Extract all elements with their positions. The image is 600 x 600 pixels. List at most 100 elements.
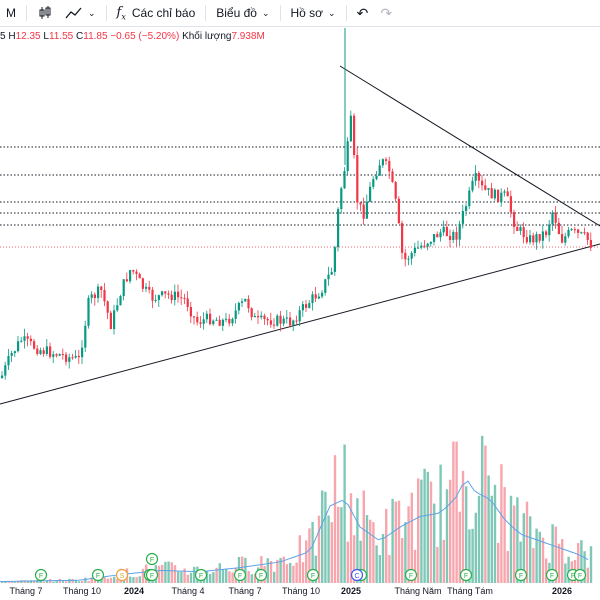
- volume-bar: [343, 444, 346, 583]
- volume-bar: [413, 549, 417, 583]
- candle-body: [522, 227, 525, 238]
- candle-body: [196, 316, 199, 323]
- volume-bar: [372, 522, 375, 583]
- profile-menu-button[interactable]: Hồ sơ ⌄: [285, 0, 342, 26]
- candle-body: [61, 354, 64, 356]
- interval-button[interactable]: M: [0, 0, 22, 26]
- candle-body: [282, 318, 285, 324]
- indicators-button[interactable]: fx Các chỉ báo: [111, 0, 202, 26]
- candle-body: [548, 224, 551, 236]
- undo-button[interactable]: ↶: [351, 0, 375, 26]
- dividend-marker: F: [194, 568, 208, 582]
- price-chart[interactable]: FFFFFFFFFFFFFFFFSC: [0, 26, 600, 586]
- volume-bar: [330, 522, 333, 583]
- volume-bar: [247, 571, 250, 583]
- candle-body: [289, 317, 292, 326]
- candle-body: [461, 211, 464, 224]
- candle-body: [161, 291, 164, 296]
- volume-bar: [311, 521, 314, 583]
- dividend-marker-letter: F: [150, 557, 154, 564]
- indicators-label: Các chỉ báo: [131, 6, 196, 20]
- candle-body: [468, 190, 471, 207]
- volume-bar: [39, 580, 42, 583]
- dividend-marker: F: [545, 568, 559, 582]
- candle-body: [42, 350, 45, 354]
- candle-body: [356, 155, 359, 203]
- candle-body: [471, 180, 474, 191]
- volume-bar: [29, 580, 33, 583]
- legend-close-key: C: [76, 31, 84, 42]
- volume-bar: [484, 445, 487, 583]
- volume-bar: [109, 577, 113, 583]
- candle-body: [391, 171, 394, 183]
- candle-body: [87, 297, 90, 326]
- volume-bar: [468, 529, 471, 583]
- candle-body: [68, 357, 71, 362]
- candle-body: [212, 320, 215, 325]
- volume-bar: [378, 555, 381, 583]
- candle-body: [55, 354, 58, 356]
- candlestick-icon: [39, 6, 51, 19]
- candle-body: [573, 229, 576, 231]
- candle-body: [263, 315, 266, 320]
- candle-body: [164, 291, 167, 294]
- candle-body: [183, 297, 186, 299]
- volume-bar: [84, 577, 87, 583]
- candle-body: [317, 296, 320, 299]
- candle-body: [17, 341, 20, 352]
- volume-bar: [394, 501, 397, 583]
- candle-body: [490, 188, 493, 199]
- volume-bar: [113, 576, 116, 583]
- candle-body: [103, 289, 106, 302]
- volume-bar: [580, 540, 583, 583]
- volume-bar: [61, 581, 65, 583]
- candle-body: [439, 232, 442, 238]
- time-axis-label: Tháng 4: [171, 586, 205, 596]
- candle-body: [545, 231, 548, 236]
- candle-body: [241, 301, 244, 303]
- volume-bar: [506, 550, 509, 583]
- chart-menu-label: Biểu đồ: [216, 6, 257, 20]
- candle-body: [583, 232, 586, 234]
- volume-bar: [545, 558, 548, 583]
- candle-body: [90, 294, 93, 298]
- candle-body: [401, 223, 404, 253]
- candle-body: [7, 355, 10, 366]
- candle-body: [557, 222, 560, 234]
- candle-body: [349, 115, 352, 142]
- volume-bar: [426, 471, 429, 583]
- candle-body: [359, 202, 362, 205]
- volume-bar: [167, 561, 170, 583]
- candle-body: [333, 247, 336, 272]
- volume-bar: [525, 501, 529, 583]
- volume-bar: [500, 464, 503, 583]
- candle-body: [465, 206, 468, 212]
- chart-menu-button[interactable]: Biểu đồ ⌄: [210, 0, 275, 26]
- legend-low-key: L: [43, 31, 49, 42]
- candle-body: [186, 298, 189, 307]
- redo-button[interactable]: ↷: [374, 0, 398, 26]
- time-axis-label: 2025: [340, 586, 362, 596]
- volume-bar: [295, 562, 298, 583]
- volume-bar: [209, 574, 212, 583]
- split-marker-circle: [115, 568, 129, 582]
- candle-body: [125, 279, 128, 282]
- candle-body: [477, 172, 480, 181]
- candle-body: [279, 315, 282, 324]
- volume-bar: [301, 562, 305, 583]
- candle-body: [106, 301, 109, 313]
- candle-body: [311, 294, 314, 304]
- volume-bar: [471, 528, 474, 583]
- volume-bar: [180, 571, 183, 583]
- volume-bar: [276, 559, 279, 583]
- dividend-marker-circle: [573, 568, 587, 582]
- candle-body: [474, 172, 477, 181]
- dividend-marker-letter: F: [259, 573, 263, 580]
- volume-bar: [327, 515, 330, 583]
- candle-body: [561, 233, 564, 243]
- compare-button[interactable]: ⌄: [59, 0, 102, 26]
- volume-bar: [81, 580, 84, 583]
- legend-volume: 7.938M: [231, 31, 265, 42]
- chart-type-button[interactable]: [31, 0, 59, 26]
- candle-body: [535, 234, 538, 243]
